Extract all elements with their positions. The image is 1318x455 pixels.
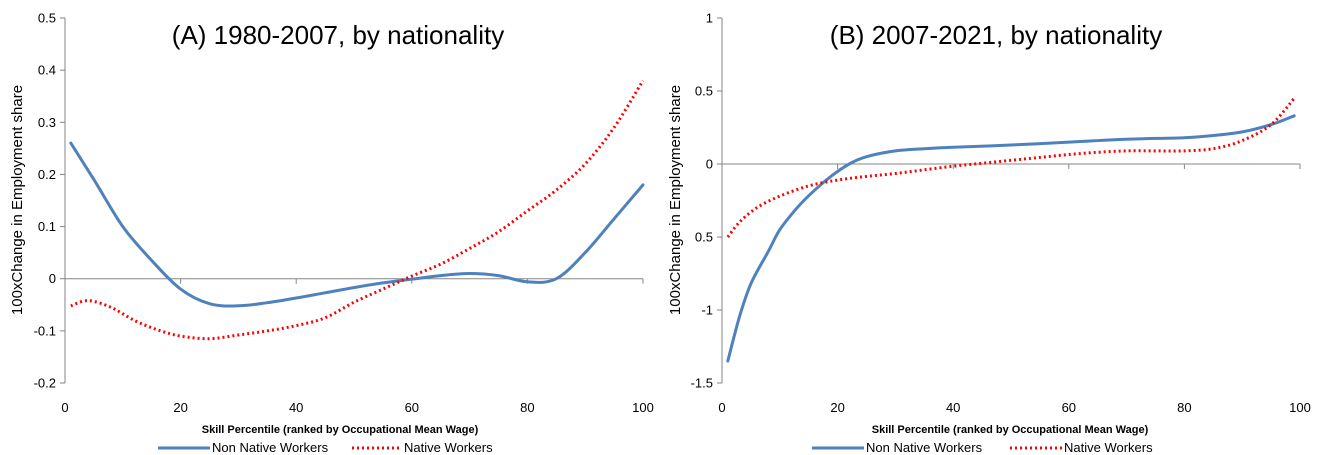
series-group xyxy=(726,97,1296,363)
y-tick-label: -1 xyxy=(701,303,713,318)
chart-title: (A) 1980-2007, by nationality xyxy=(172,20,504,50)
legend-label-native: Native Workers xyxy=(404,440,493,455)
x-ticks: 0 20 40 60 80 100 xyxy=(718,164,1311,415)
x-tick-label: 60 xyxy=(405,400,419,415)
y-ticks: -1.5 -1 0.5 0 0.5 1 xyxy=(691,11,722,391)
legend-label-non-native: Non Native Workers xyxy=(866,440,983,455)
y-tick-label: 0.5 xyxy=(695,84,713,99)
y-tick-label: 1 xyxy=(706,11,713,26)
x-tick-label: 60 xyxy=(1062,400,1076,415)
x-axis-label: Skill Percentile (ranked by Occupational… xyxy=(872,424,1149,436)
x-tick-label: 20 xyxy=(830,400,844,415)
x-tick-label: 80 xyxy=(520,400,534,415)
legend: Non Native Workers Native Workers xyxy=(812,440,1153,455)
y-tick-label: -1.5 xyxy=(691,376,713,391)
x-tick-label: 100 xyxy=(632,400,654,415)
x-tick-label: 40 xyxy=(946,400,960,415)
y-tick-label: 0.3 xyxy=(38,115,56,130)
x-tick-label: 0 xyxy=(61,400,68,415)
series-line-native xyxy=(726,97,1296,238)
x-tick-label: 100 xyxy=(1289,400,1311,415)
chart-panel-b: -1.5 -1 0.5 0 0.5 1 0 20 40 60 80 100 (B) 2007-202… xyxy=(667,11,1311,455)
chart-title: (B) 2007-2021, by nationality xyxy=(830,20,1162,50)
legend-label-non-native: Non Native Workers xyxy=(212,440,329,455)
x-tick-label: 40 xyxy=(289,400,303,415)
legend: Non Native Workers Native Workers xyxy=(158,440,493,455)
y-tick-label: 0.2 xyxy=(38,167,56,182)
y-tick-label: 0.4 xyxy=(38,63,56,78)
y-tick-label: -0.2 xyxy=(34,376,56,391)
series-line-non-native xyxy=(69,141,645,308)
x-ticks: 0 20 40 60 80 100 xyxy=(61,278,654,415)
x-tick-label: 0 xyxy=(718,400,725,415)
legend-label-native: Native Workers xyxy=(1064,440,1153,455)
series-group xyxy=(69,79,645,341)
y-tick-label: 0.5 xyxy=(38,11,56,26)
series-line-native xyxy=(70,79,645,341)
series-line-non-native xyxy=(726,114,1296,363)
y-tick-label: 0.5 xyxy=(695,230,713,245)
chart-panel-a: -0.2 -0.1 0 0.1 0.2 0.3 0.4 0.5 0 20 40 60 80 100 (A… xyxy=(9,11,654,455)
y-axis-label: 100xChange in Employment share xyxy=(9,85,26,315)
x-axis-label: Skill Percentile (ranked by Occupational… xyxy=(202,424,479,436)
y-tick-label: 0.1 xyxy=(38,219,56,234)
y-axis-label: 100xChange in Employment share xyxy=(667,85,684,315)
x-tick-label: 80 xyxy=(1177,400,1191,415)
y-ticks: -0.2 -0.1 0 0.1 0.2 0.3 0.4 0.5 xyxy=(34,11,65,391)
y-tick-label: -0.1 xyxy=(34,323,56,338)
x-tick-label: 20 xyxy=(173,400,187,415)
y-tick-label: 0 xyxy=(49,271,56,286)
y-tick-label: 0 xyxy=(706,157,713,172)
